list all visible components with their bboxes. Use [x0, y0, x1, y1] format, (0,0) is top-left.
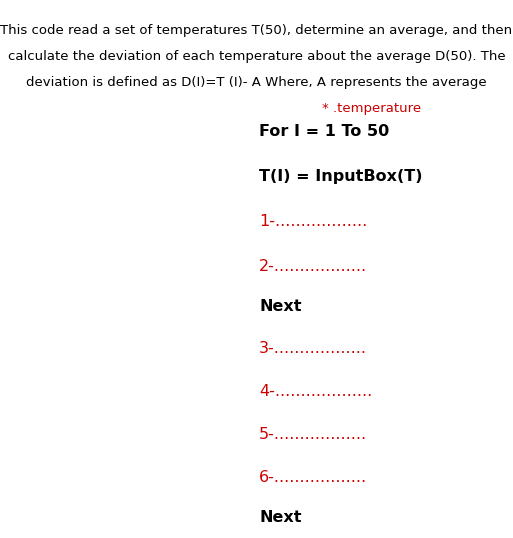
Text: 3-..................: 3-..................: [259, 341, 367, 356]
Text: Next: Next: [259, 299, 302, 314]
Text: calculate the deviation of each temperature about the average D(50). The: calculate the deviation of each temperat…: [8, 50, 505, 63]
Text: For I = 1 To 50: For I = 1 To 50: [259, 124, 389, 139]
Text: * .temperature: * .temperature: [322, 102, 421, 115]
Text: 4-...................: 4-...................: [259, 384, 372, 399]
Text: 1-..................: 1-..................: [259, 214, 367, 229]
Text: 2-..................: 2-..................: [259, 259, 367, 274]
Text: 6-..................: 6-..................: [259, 470, 367, 485]
Text: Next: Next: [259, 510, 302, 525]
Text: deviation is defined as D(I)=T (I)- A Where, A represents the average: deviation is defined as D(I)=T (I)- A Wh…: [26, 76, 487, 89]
Text: This code read a set of temperatures T(50), determine an average, and then: This code read a set of temperatures T(5…: [1, 24, 512, 37]
Text: 5-..................: 5-..................: [259, 427, 367, 442]
Text: T(I) = InputBox(T): T(I) = InputBox(T): [259, 169, 423, 184]
